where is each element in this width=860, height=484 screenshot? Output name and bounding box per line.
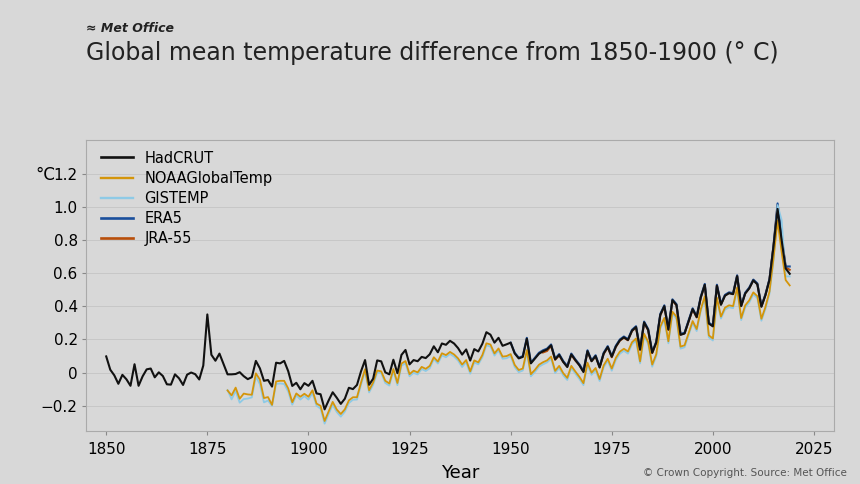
Text: ≈ Met Office: ≈ Met Office (86, 22, 174, 35)
Text: © Crown Copyright. Source: Met Office: © Crown Copyright. Source: Met Office (643, 468, 847, 478)
Y-axis label: °C: °C (35, 166, 55, 184)
Legend: HadCRUT, NOAAGlobalTemp, GISTEMP, ERA5, JRA-55: HadCRUT, NOAAGlobalTemp, GISTEMP, ERA5, … (101, 151, 273, 246)
X-axis label: Year: Year (441, 464, 479, 482)
Text: Global mean temperature difference from 1850-1900 (° C): Global mean temperature difference from … (86, 41, 778, 65)
